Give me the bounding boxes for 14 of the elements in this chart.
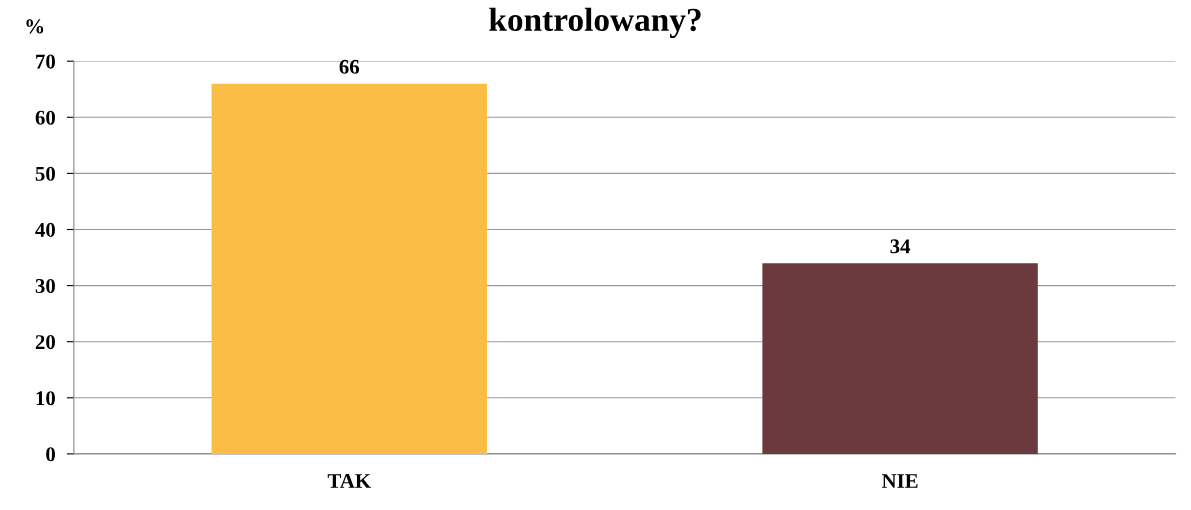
y-tick-label: 60	[35, 110, 55, 125]
x-tick-label: TAK	[327, 474, 371, 488]
x-tick-label: NIE	[881, 474, 918, 488]
data-label: 34	[890, 239, 911, 254]
y-axis-title: %	[26, 19, 44, 34]
y-tick-label: 40	[35, 222, 55, 237]
y-tick-label: 70	[36, 54, 55, 69]
y-tick-label: 50	[35, 166, 55, 181]
y-tick-label: 20	[35, 335, 55, 350]
data-label: 66	[339, 59, 360, 74]
y-tick-label: 10	[36, 391, 55, 406]
chart-title: kontrolowany?	[489, 7, 701, 38]
y-tick-label: 30	[35, 278, 55, 294]
y-tick-label: 0	[46, 447, 55, 462]
